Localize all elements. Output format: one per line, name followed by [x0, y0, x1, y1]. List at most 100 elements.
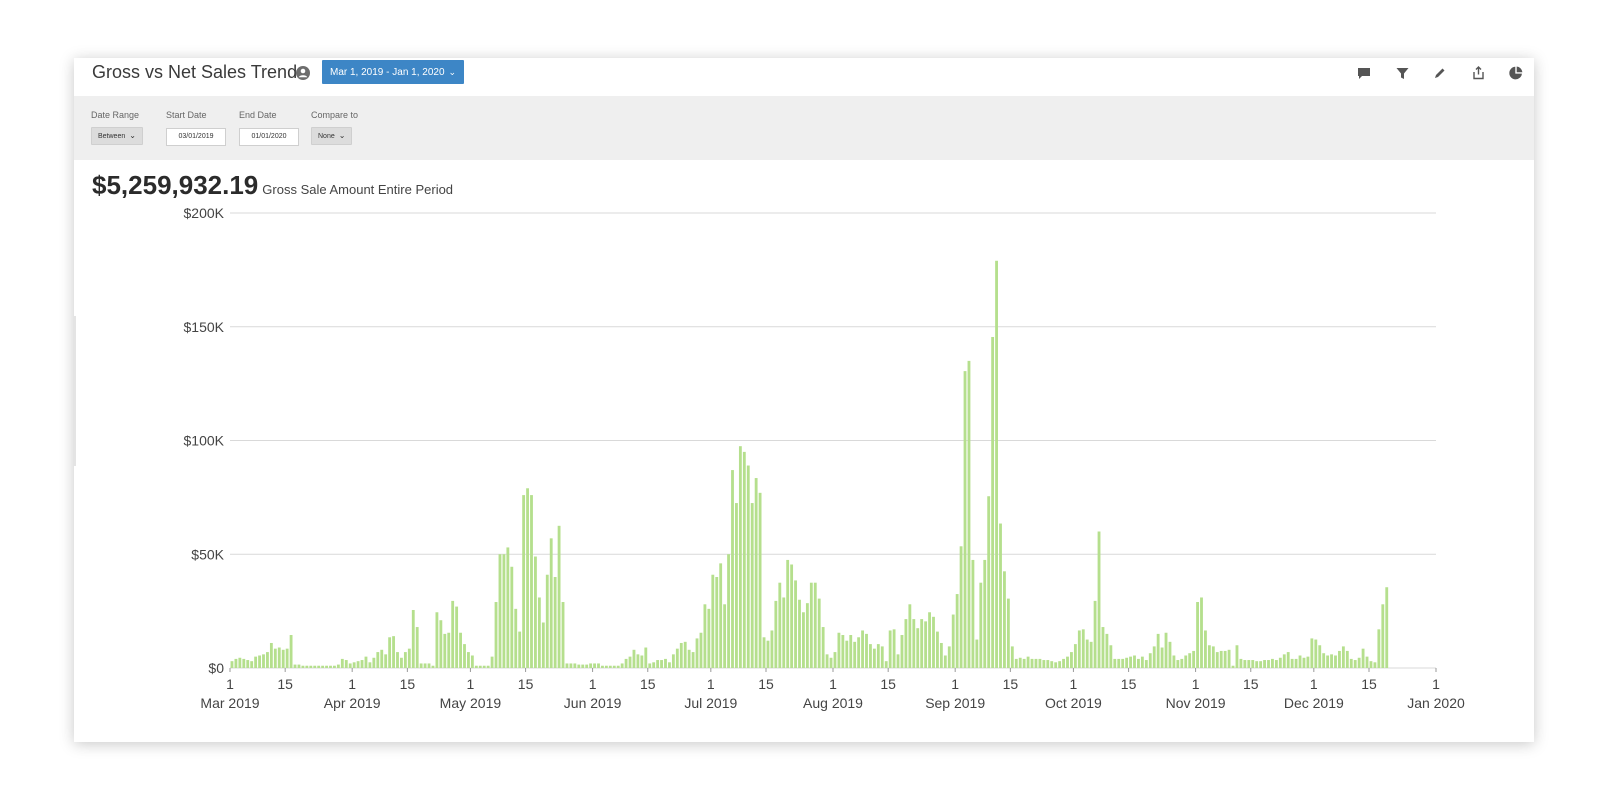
bar: [632, 649, 636, 668]
compare-to-select[interactable]: None ⌄: [311, 127, 353, 145]
y-tick-label: $200K: [184, 205, 225, 221]
bar: [1263, 660, 1266, 668]
bar: [273, 648, 277, 668]
bar: [423, 663, 427, 668]
bar: [668, 662, 671, 668]
bar: [679, 642, 683, 668]
bar: [258, 655, 261, 668]
bar: [1070, 652, 1073, 668]
bar: [1054, 662, 1058, 668]
bar: [1207, 645, 1211, 668]
bar: [1306, 656, 1310, 669]
bar: [1073, 644, 1077, 668]
x-tick-label: 1: [1070, 676, 1078, 692]
bar: [943, 655, 947, 668]
bar: [778, 582, 782, 668]
bar: [1247, 660, 1251, 668]
bar: [979, 582, 983, 668]
bar: [711, 574, 715, 668]
bar: [1274, 660, 1278, 668]
info-icon[interactable]: [295, 65, 311, 81]
x-tick-label: 1: [589, 676, 597, 692]
bar: [510, 566, 514, 668]
bar: [1318, 645, 1322, 668]
bar: [581, 664, 585, 668]
bar: [340, 658, 344, 668]
bar: [908, 604, 912, 668]
bar: [1160, 647, 1164, 668]
bar: [983, 559, 987, 668]
bar: [805, 603, 809, 668]
bar: [1200, 597, 1203, 668]
bar: [660, 660, 663, 668]
bar: [518, 631, 522, 668]
bar: [344, 660, 348, 668]
bar: [624, 658, 628, 668]
filter-icon[interactable]: [1392, 63, 1412, 83]
bar: [388, 637, 392, 668]
bar: [1294, 658, 1298, 668]
end-date-input[interactable]: 01/01/2020: [239, 128, 299, 146]
bar: [522, 495, 526, 668]
bar: [1030, 658, 1034, 668]
bar: [802, 612, 805, 668]
bar: [427, 663, 431, 668]
share-icon[interactable]: [1468, 63, 1488, 83]
bar: [817, 598, 821, 668]
bar: [1381, 604, 1385, 668]
bar: [1314, 639, 1318, 668]
bar: [1148, 653, 1152, 668]
bar: [880, 646, 884, 668]
bar: [1137, 658, 1140, 668]
bar: [317, 665, 321, 668]
bar: [896, 654, 900, 668]
bar: [392, 636, 395, 668]
bar: [1192, 650, 1196, 668]
bar: [1385, 587, 1389, 668]
date-range-select[interactable]: Between ⌄: [91, 127, 143, 145]
y-tick-label: $0: [208, 660, 224, 676]
edit-icon[interactable]: [1430, 63, 1450, 83]
start-date-input[interactable]: 03/01/2019: [166, 128, 226, 146]
bar: [1298, 655, 1302, 668]
total-summary: $5,259,932.19 Gross Sale Amount Entire Pe…: [92, 170, 453, 201]
bar: [1140, 656, 1144, 669]
y-tick-label: $100K: [184, 433, 225, 449]
bar: [597, 663, 600, 668]
bar: [470, 655, 474, 668]
bar: [912, 619, 916, 668]
bar: [955, 594, 959, 668]
bar: [865, 633, 868, 669]
bar: [537, 597, 541, 668]
x-month-label: Jan 2020: [1407, 695, 1465, 711]
bar: [758, 492, 762, 668]
bar: [1365, 656, 1369, 669]
bar: [1129, 656, 1132, 669]
bar: [691, 652, 695, 668]
bar: [411, 609, 415, 668]
bar: [238, 657, 242, 668]
pie-chart-icon[interactable]: [1506, 63, 1526, 83]
x-tick-label: 1: [226, 676, 234, 692]
bar: [872, 648, 876, 668]
x-tick-label: 15: [518, 676, 534, 692]
bar: [995, 260, 998, 668]
bar: [703, 604, 707, 668]
bar: [1322, 653, 1326, 668]
comment-icon[interactable]: [1354, 63, 1374, 83]
bar: [1062, 658, 1065, 668]
bar: [936, 631, 939, 668]
bar: [932, 616, 935, 668]
bar: [1066, 656, 1069, 669]
bar: [234, 658, 238, 668]
x-tick-label: 1: [1310, 676, 1318, 692]
x-tick-label: 1: [829, 676, 837, 692]
date-range-button[interactable]: Mar 1, 2019 - Jan 1, 2020 ⌄: [322, 60, 465, 84]
bar: [1050, 661, 1054, 668]
bar: [281, 649, 285, 668]
bar: [553, 577, 557, 668]
bar: [336, 664, 340, 668]
bar: [924, 621, 928, 668]
x-tick-label: 15: [277, 676, 293, 692]
bar: [1180, 658, 1184, 668]
